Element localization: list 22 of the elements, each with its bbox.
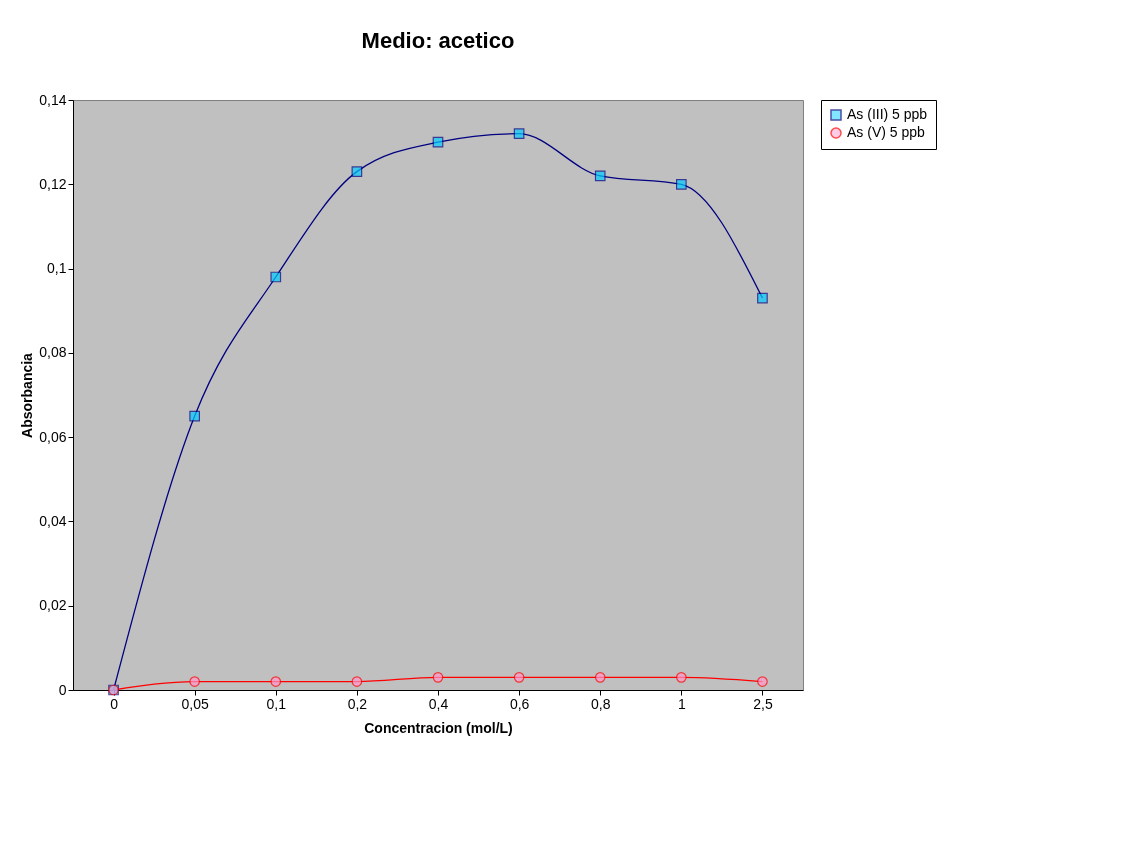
y-tick-label: 0,08 bbox=[39, 344, 67, 361]
x-tick-label: 0,2 bbox=[347, 695, 368, 712]
x-tick-label: 0,4 bbox=[428, 695, 449, 712]
y-tick-label: 0,02 bbox=[39, 597, 67, 614]
y-tick-label: 0,06 bbox=[39, 428, 67, 445]
y-axis-title: Absorbancia bbox=[19, 352, 36, 438]
x-tick-label: 2,5 bbox=[753, 695, 773, 712]
legend-label: As (III) 5 ppb bbox=[847, 106, 928, 122]
y-tick-label: 0,1 bbox=[47, 260, 67, 277]
x-tick-label: 0,1 bbox=[266, 695, 287, 712]
y-tick-label: 0,12 bbox=[39, 175, 67, 192]
y-tick-label: 0,04 bbox=[39, 512, 67, 529]
x-tick-label: 0,05 bbox=[181, 695, 209, 712]
y-tick-label: 0,14 bbox=[39, 91, 67, 108]
legend-label: As (V) 5 ppb bbox=[847, 124, 926, 140]
chart-title: Medio: acetico bbox=[361, 28, 515, 53]
x-axis-title: Concentracion (mol/L) bbox=[364, 719, 513, 736]
x-tick-label: 0,6 bbox=[509, 695, 530, 712]
x-tick-label: 0 bbox=[110, 695, 119, 712]
x-tick-label: 0,8 bbox=[590, 695, 611, 712]
x-tick-label: 1 bbox=[677, 695, 686, 712]
y-tick-label: 0 bbox=[58, 681, 67, 698]
